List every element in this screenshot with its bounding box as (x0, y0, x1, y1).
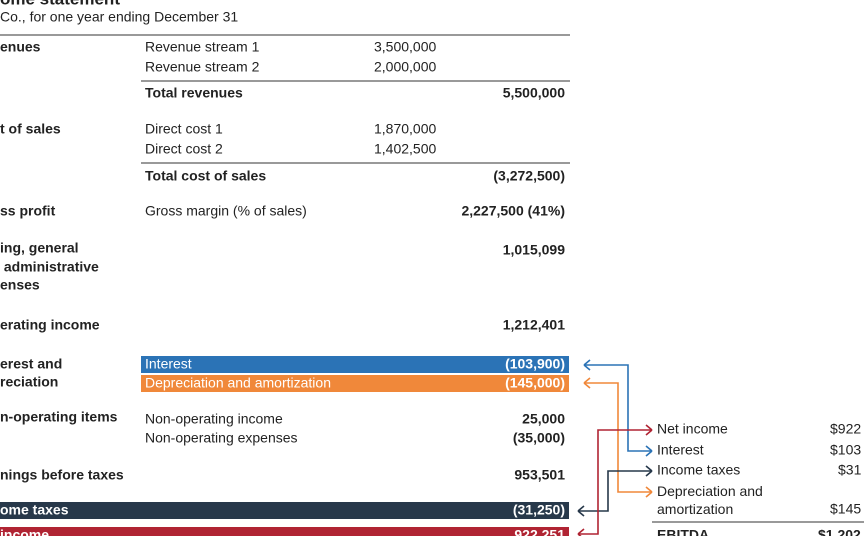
section-label: t of sales (0, 121, 61, 137)
section-label: enues (0, 39, 41, 55)
summary-label: Depreciation and amortization (657, 483, 763, 517)
amount: (145,000) (505, 375, 565, 391)
section-label: enses (0, 277, 40, 293)
subtitle: Co., for one year ending December 31 (0, 9, 238, 25)
item: Non-operating expenses (145, 430, 298, 446)
section-label: reciation (0, 374, 58, 390)
summary-label: Interest (657, 442, 704, 458)
section-label: ome taxes (0, 502, 69, 518)
section-label: ing, general (0, 240, 79, 256)
amount: (31,250) (513, 502, 565, 518)
amount: 1,015,099 (503, 242, 565, 258)
summary-total-amount: $1,202 (818, 527, 861, 536)
amount: 1,212,401 (503, 317, 565, 333)
total-amount: (3,272,500) (493, 168, 565, 184)
amount: 2,227,500 (41%) (461, 203, 565, 219)
amount: (103,900) (505, 356, 565, 372)
item-amount: 2,000,000 (374, 59, 436, 75)
item-amount: 1,402,500 (374, 141, 436, 157)
total: Total revenues (145, 85, 243, 101)
highlight-bar (0, 527, 569, 536)
summary-amount: $103 (830, 442, 861, 458)
item: Revenue stream 1 (145, 39, 260, 55)
item: Non-operating income (145, 411, 283, 427)
section-label: erest and (0, 356, 62, 372)
highlight-bar (141, 375, 569, 392)
summary-total: EBITDA (657, 527, 709, 536)
section-label: nings before taxes (0, 467, 124, 483)
amount: 25,000 (522, 411, 565, 427)
item: Depreciation and amortization (145, 375, 331, 391)
line: Depreciation and (657, 483, 763, 499)
summary-amount: $31 (838, 462, 862, 478)
amount: 922,251 (514, 527, 565, 536)
summary-amount: $922 (830, 421, 861, 437)
section-label: income (0, 527, 49, 536)
item-amount: 1,870,000 (374, 121, 436, 137)
amount: (35,000) (513, 430, 565, 446)
summary-label: Income taxes (657, 462, 740, 478)
line: amortization (657, 501, 733, 517)
total-amount: 5,500,000 (503, 85, 565, 101)
total: Total cost of sales (145, 168, 266, 184)
amount: 953,501 (514, 467, 565, 483)
item: Revenue stream 2 (145, 59, 260, 75)
connectors (577, 359, 653, 536)
section-label: n-operating items (0, 409, 118, 425)
section-label: erating income (0, 317, 100, 333)
highlight-bar (0, 502, 569, 519)
item: Direct cost 2 (145, 141, 223, 157)
summary-amount: $145 (830, 501, 861, 517)
section-label: administrative (0, 259, 99, 275)
item: Gross margin (% of sales) (145, 203, 307, 219)
item: Direct cost 1 (145, 121, 223, 137)
title: ome statement (0, 0, 120, 8)
highlight-bar (141, 356, 569, 373)
summary-label: Net income (657, 421, 728, 437)
item-amount: 3,500,000 (374, 39, 436, 55)
item: Interest (145, 356, 192, 372)
section-label: ss profit (0, 203, 56, 219)
